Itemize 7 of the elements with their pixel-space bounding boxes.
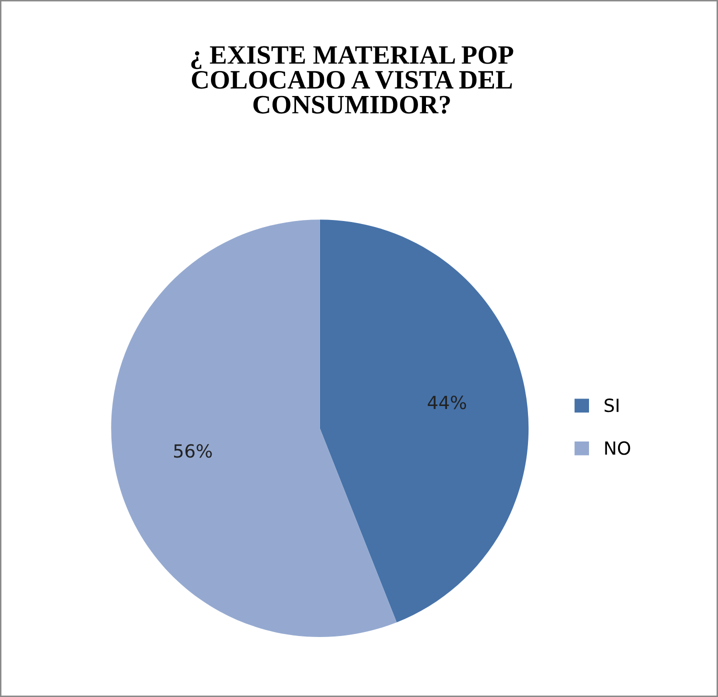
legend-label: NO [605,441,630,455]
chart-title: ¿ EXISTE MATERIAL POP COLOCADO A VISTA DEL CONSUMIDOR? [191,46,514,114]
pie-slice [111,220,397,638]
legend-label: SI [604,398,618,412]
pie-slice [320,220,529,622]
data-label: 56% [174,444,212,458]
data-label: 44% [428,396,466,410]
